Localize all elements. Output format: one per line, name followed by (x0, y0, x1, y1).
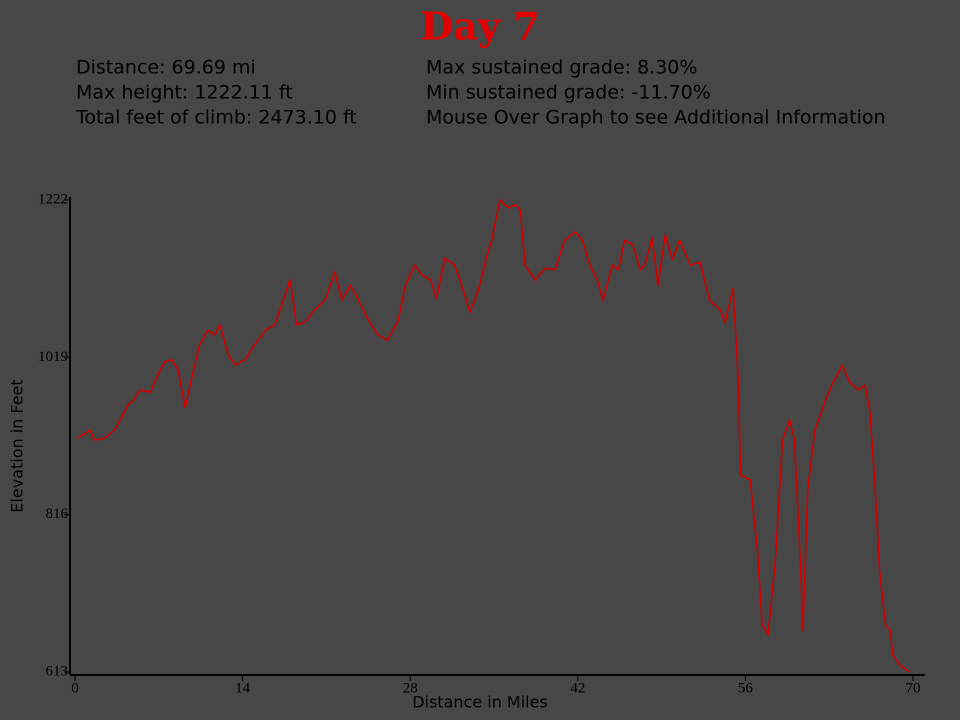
elevation-line (77, 199, 910, 673)
y-tick-label: 1222 (38, 191, 68, 207)
x-tick-label: 14 (235, 680, 251, 696)
y-axis-title: Elevation in Feet (8, 379, 27, 512)
x-tick-label: 42 (570, 680, 585, 696)
stat: Max sustained grade: 8.30% (426, 57, 697, 79)
stat: Distance: 69.69 mi (76, 57, 256, 79)
stat: Mouse Over Graph to see Additional Infor… (426, 107, 886, 129)
x-tick-label: 56 (738, 680, 754, 696)
stat: Total feet of climb: 2473.10 ft (75, 107, 357, 129)
y-tick-label: 1019 (38, 349, 68, 365)
stat: Min sustained grade: -11.70% (426, 82, 711, 104)
chart-title: Day 7 (420, 4, 539, 49)
x-axis-title: Distance in Miles (412, 693, 548, 712)
stat: Max height: 1222.11 ft (76, 82, 293, 104)
x-tick-label: 70 (906, 680, 921, 696)
x-tick-label: 0 (71, 680, 79, 696)
x-tick-label: 28 (403, 680, 418, 696)
y-tick-label: 613 (46, 663, 69, 679)
y-tick-label: 816 (46, 506, 69, 522)
